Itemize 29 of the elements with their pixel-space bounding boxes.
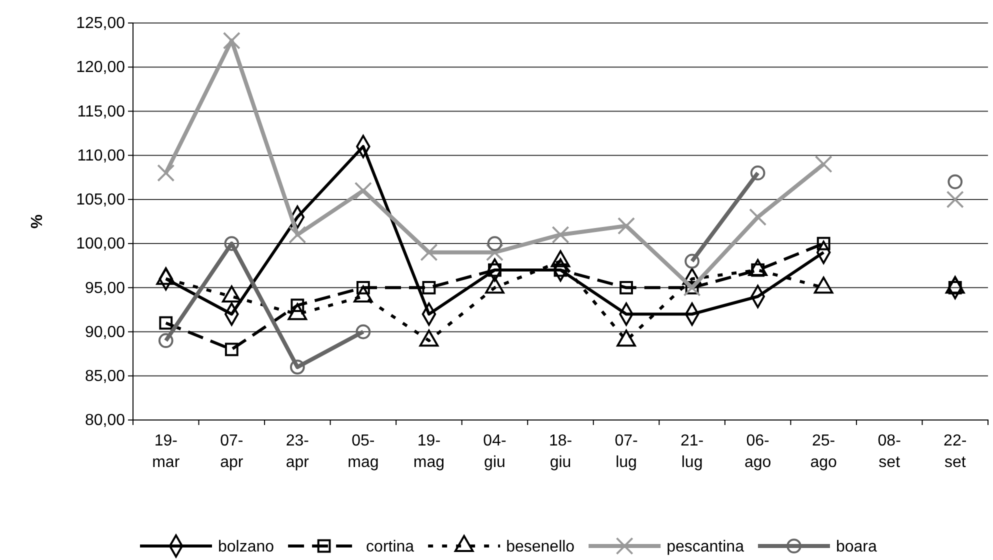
legend-label: besenello [506, 538, 575, 556]
x-tick-label: 22-set [944, 432, 967, 471]
x-tick-label: 04-giu [483, 432, 506, 471]
x-tick-label: 07-apr [220, 432, 244, 471]
y-tick-label: 90,00 [84, 324, 126, 341]
y-tick-label: 105,00 [76, 192, 126, 209]
y-tick-label: 120,00 [76, 59, 126, 76]
legend-label: boara [836, 538, 877, 556]
legend-label: cortina [366, 538, 414, 556]
x-tick-label: 25-ago [810, 432, 838, 471]
y-tick-label: 85,00 [84, 368, 126, 386]
x-tick-label: 08-set [878, 432, 901, 471]
x-tick-label: 23-apr [286, 432, 310, 471]
y-tick-label: 110,00 [77, 147, 126, 164]
y-tick-label: 100,00 [76, 236, 126, 253]
x-tick-label: 19-mar [152, 432, 180, 471]
x-tick-label: 18-giu [548, 432, 572, 471]
y-tick-label: 115,00 [77, 103, 126, 120]
y-tick-label: 80,00 [84, 412, 126, 430]
x-tick-label: 07-lug [614, 432, 638, 471]
y-tick-label: 95,00 [84, 280, 126, 297]
x-tick-label: 05-mag [348, 432, 379, 471]
legend-label: bolzano [218, 538, 274, 556]
x-tick-label: 21-lug [680, 432, 704, 471]
y-tick-label: 125,00 [76, 15, 126, 32]
x-tick-label: 06-ago [744, 432, 772, 471]
x-tick-label: 19-mag [413, 432, 445, 471]
legend-label: pescantina [666, 538, 744, 556]
y-axis-title: % [29, 214, 46, 229]
